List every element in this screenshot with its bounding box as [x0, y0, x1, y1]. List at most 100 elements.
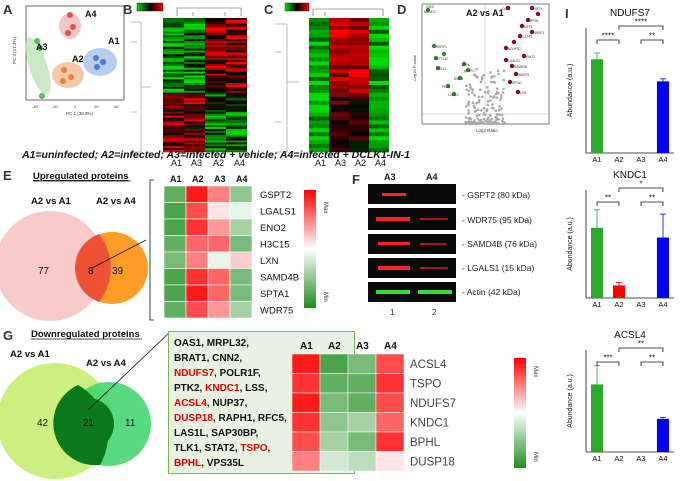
- heatmap-c-cell: [369, 49, 389, 54]
- heatmap-c-col: A2: [355, 158, 366, 168]
- heat-down-cell: [291, 392, 321, 413]
- heatmap-c-cell: [349, 124, 369, 129]
- heatmap-b-cell: [184, 148, 205, 151]
- volcano-point: [479, 80, 483, 84]
- heatmap-c-cell: [369, 116, 389, 121]
- volcano-point: [501, 117, 505, 121]
- volcano-point: [486, 103, 490, 107]
- volcano-point-up: [529, 29, 535, 35]
- panel-label-e: E: [3, 168, 12, 183]
- volcano-point: [467, 100, 471, 103]
- heat-down-cell: [291, 373, 321, 394]
- heatmap-b-cell: [184, 56, 205, 59]
- volcano-label: LAMC2: [448, 93, 459, 97]
- heatmap-b-cell: [163, 138, 184, 141]
- panel-label-f: F: [352, 172, 360, 187]
- heatmap-b-cell: [184, 77, 205, 80]
- volcano-point: [483, 91, 487, 94]
- pca-ylabel: PC 2 (17.3%): [12, 36, 17, 64]
- heatmap-c-cell: [309, 140, 329, 145]
- heatmap-b-cell: [163, 83, 184, 86]
- heat-down-cell: [375, 451, 405, 472]
- pca-label-a3: A3: [36, 42, 48, 52]
- pca-label-a2: A2: [72, 54, 84, 64]
- heatmap-b-cell: [226, 56, 247, 59]
- heatmap-c-cell: [309, 33, 329, 39]
- heatmap-b-cell: [226, 62, 247, 65]
- bar-category-label: A2: [614, 454, 623, 463]
- heat-down-cell: [319, 431, 349, 452]
- bar: [590, 384, 604, 452]
- wb-band: [420, 218, 448, 220]
- heat-down-max: Max: [532, 366, 538, 377]
- heatmap-b-cell: [226, 86, 247, 90]
- heatmap-b-cell: [205, 109, 226, 113]
- wb-band: [378, 266, 410, 270]
- heatmap-b-cell: [226, 150, 247, 153]
- heatmap-b-cell: [205, 94, 226, 97]
- heatmap-b-cell: [205, 77, 226, 80]
- heatmap-b-cell: [184, 130, 205, 134]
- heatmap-b-cell: [226, 52, 247, 55]
- volcano-point: [497, 118, 500, 121]
- volcano-point: [475, 101, 478, 105]
- heatmap-c: A1 A3 A2 A4: [275, 2, 389, 168]
- heatmap-b-cell: [226, 123, 247, 126]
- heatmap-c-cell: [369, 29, 389, 35]
- bar: [590, 227, 604, 298]
- heatmap-b-cell: [184, 44, 205, 48]
- heatmap-c-cell: [309, 112, 329, 117]
- heatmap-b-cell: [226, 83, 247, 86]
- volcano-point: [473, 119, 476, 122]
- heatmap-b-cell: [226, 77, 247, 80]
- heatmap-b-cell: [184, 138, 205, 141]
- volcano-label: LRRFIP1: [434, 45, 447, 49]
- heatmap-b-cell: [163, 25, 184, 28]
- heatmap-c-cell: [349, 25, 369, 31]
- panel-label-c: C: [264, 2, 274, 17]
- venn-down-overlap-core: [62, 398, 114, 450]
- heatmap-c-cell: [369, 37, 389, 42]
- heat-down-cells: ACSL4 TSPO NDUFS7 KNDC1 BPHL DUSP18: [291, 353, 456, 472]
- significance-bracket: [596, 39, 620, 44]
- heatmap-c-cell: [329, 140, 349, 145]
- volcano-point-down: [451, 91, 457, 97]
- heatmap-b-cell: [205, 37, 226, 40]
- heatmap-b-cell: [226, 54, 247, 57]
- bar-chart-title: NDUFS7: [610, 8, 650, 19]
- heatmap-c-cell: [329, 132, 349, 137]
- heatmap-b-cell: [163, 127, 184, 130]
- wb-band: [376, 290, 410, 294]
- heat-up-col: A1: [170, 174, 182, 184]
- heatmap-c-cell: [309, 148, 329, 153]
- heatmap-c-cell: [329, 49, 349, 54]
- volcano-point: [477, 95, 481, 99]
- heatmap-c-cell: [329, 116, 349, 121]
- venn-down-title: Downregulated proteins: [31, 329, 140, 340]
- volcano-label: KRT4: [534, 7, 542, 11]
- heatmap-b-cell: [226, 23, 247, 26]
- heatmap-c-cell: [369, 132, 389, 137]
- pca-xtick: 0: [74, 104, 77, 109]
- volcano-point: [480, 78, 484, 81]
- heatmap-b-cell: [163, 109, 184, 113]
- heatmap-b-cell: [205, 111, 226, 115]
- bar-category-label: A4: [658, 300, 667, 309]
- heatmap-b-cell: [184, 88, 205, 92]
- heat-up-cell: [229, 251, 253, 269]
- volcano-point-up: [521, 53, 527, 59]
- volcano-point: [485, 109, 489, 113]
- heatmap-b-cell: [205, 19, 226, 23]
- volcano-label: ENO2: [526, 55, 535, 59]
- volcano-point-down: [461, 61, 467, 67]
- bar-category-label: A3: [636, 300, 645, 309]
- heatmap-b-cell: [163, 142, 184, 145]
- heatmap-b-cell: [205, 79, 226, 82]
- heatmap-b-cell: [205, 102, 226, 105]
- heatmap-c-cell: [309, 128, 329, 133]
- heatmap-c-cell: [349, 128, 369, 133]
- heatmap-b-cell: [205, 75, 226, 78]
- heat-down-gene-label: TSPO: [410, 379, 441, 391]
- volcano-point-up: [505, 5, 511, 11]
- wb-label-samd4b: - SAMD4B (76 kDa): [462, 239, 538, 249]
